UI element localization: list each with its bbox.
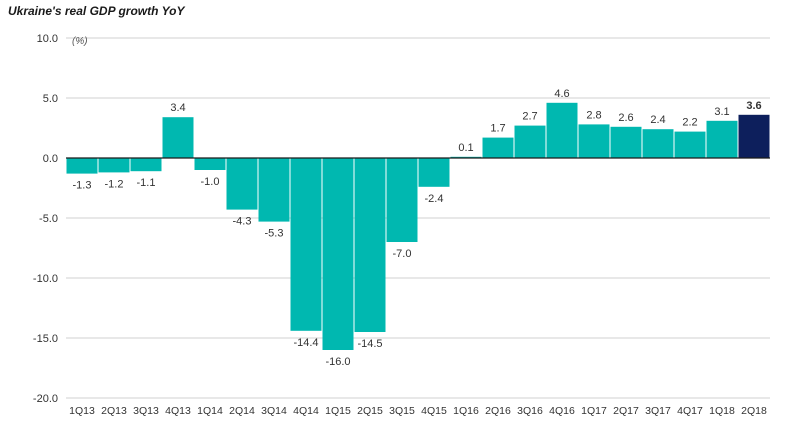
x-tick-label: 1Q15 bbox=[325, 405, 351, 417]
bar-4Q14 bbox=[290, 158, 322, 331]
x-tick-label: 3Q16 bbox=[517, 405, 543, 417]
data-label-1Q17: 2.8 bbox=[586, 109, 601, 121]
unit-label: (%) bbox=[72, 36, 88, 47]
x-tick-label: 1Q16 bbox=[453, 405, 479, 417]
bar-3Q13 bbox=[130, 158, 162, 172]
bar-4Q15 bbox=[418, 158, 450, 187]
x-tick-label: 1Q18 bbox=[709, 405, 735, 417]
bar-3Q16 bbox=[514, 125, 546, 158]
x-tick-label: 4Q13 bbox=[165, 405, 191, 417]
x-tick-label: 3Q15 bbox=[389, 405, 415, 417]
bar-2Q17 bbox=[610, 126, 642, 158]
data-label-4Q17: 2.2 bbox=[682, 117, 697, 129]
data-label-2Q18: 3.6 bbox=[746, 100, 761, 112]
y-tick-label: -5.0 bbox=[39, 213, 58, 225]
bar-4Q16 bbox=[546, 102, 578, 158]
data-label-2Q15: -14.5 bbox=[357, 338, 382, 350]
grid-layer bbox=[66, 37, 770, 399]
x-tick-label: 3Q13 bbox=[133, 405, 159, 417]
data-label-4Q16: 4.6 bbox=[554, 88, 569, 100]
y-tick-label: -20.0 bbox=[33, 393, 58, 405]
x-tick-label: 3Q14 bbox=[261, 405, 287, 417]
bar-2Q15 bbox=[354, 158, 386, 332]
y-tick-label: -10.0 bbox=[33, 273, 58, 285]
data-label-1Q14: -1.0 bbox=[201, 176, 220, 188]
data-label-1Q15: -16.0 bbox=[325, 356, 350, 368]
x-tick-label: 1Q17 bbox=[581, 405, 607, 417]
bar-2Q18 bbox=[738, 114, 770, 158]
bar-2Q14 bbox=[226, 158, 258, 210]
bar-1Q18 bbox=[706, 120, 738, 158]
bar-1Q14 bbox=[194, 158, 226, 170]
data-label-4Q15: -2.4 bbox=[425, 193, 444, 205]
x-tick-label: 4Q17 bbox=[677, 405, 703, 417]
y-tick-label: 0.0 bbox=[43, 153, 58, 165]
bar-1Q17 bbox=[578, 124, 610, 158]
bar-4Q17 bbox=[674, 131, 706, 158]
y-tick-label: 5.0 bbox=[43, 93, 58, 105]
data-label-1Q13: -1.3 bbox=[73, 180, 92, 192]
data-label-2Q17: 2.6 bbox=[618, 112, 633, 124]
x-tick-label: 2Q14 bbox=[229, 405, 255, 417]
data-label-4Q13: 3.4 bbox=[170, 102, 185, 114]
data-label-1Q18: 3.1 bbox=[714, 106, 729, 118]
data-label-4Q14: -14.4 bbox=[293, 337, 318, 349]
bar-layer bbox=[66, 102, 770, 350]
data-label-3Q13: -1.1 bbox=[137, 177, 156, 189]
x-tick-label: 2Q17 bbox=[613, 405, 639, 417]
bar-1Q15 bbox=[322, 158, 354, 350]
data-label-1Q16: 0.1 bbox=[458, 142, 473, 154]
x-tick-label: 4Q16 bbox=[549, 405, 575, 417]
data-label-3Q17: 2.4 bbox=[650, 114, 665, 126]
data-label-3Q15: -7.0 bbox=[393, 248, 412, 260]
bar-4Q13 bbox=[162, 117, 194, 158]
bar-2Q13 bbox=[98, 158, 130, 173]
data-label-2Q14: -4.3 bbox=[233, 216, 252, 228]
x-tick-label: 2Q16 bbox=[485, 405, 511, 417]
data-label-3Q14: -5.3 bbox=[265, 228, 284, 240]
x-tick-label: 2Q13 bbox=[101, 405, 127, 417]
bar-3Q14 bbox=[258, 158, 290, 222]
x-tick-label: 2Q15 bbox=[357, 405, 383, 417]
x-tick-label: 1Q14 bbox=[197, 405, 223, 417]
data-label-2Q13: -1.2 bbox=[105, 178, 124, 190]
label-layer: 10.0 5.0 0.0 -5.0 -10.0 -15.0 -20.0 -1.3 1Q13 -1.… bbox=[33, 33, 767, 417]
x-tick-label: 1Q13 bbox=[69, 405, 95, 417]
data-label-3Q16: 2.7 bbox=[522, 111, 537, 123]
x-tick-label: 4Q14 bbox=[293, 405, 319, 417]
y-tick-label: -15.0 bbox=[33, 333, 58, 345]
bar-3Q17 bbox=[642, 129, 674, 158]
x-tick-label: 4Q15 bbox=[421, 405, 447, 417]
x-tick-label: 3Q17 bbox=[645, 405, 671, 417]
bar-2Q16 bbox=[482, 137, 514, 158]
chart-title: Ukraine's real GDP growth YoY bbox=[8, 4, 185, 18]
bar-3Q15 bbox=[386, 158, 418, 242]
data-label-2Q16: 1.7 bbox=[490, 123, 505, 135]
bar-1Q13 bbox=[66, 158, 98, 174]
x-tick-label: 2Q18 bbox=[741, 405, 767, 417]
y-tick-label: 10.0 bbox=[37, 33, 58, 45]
